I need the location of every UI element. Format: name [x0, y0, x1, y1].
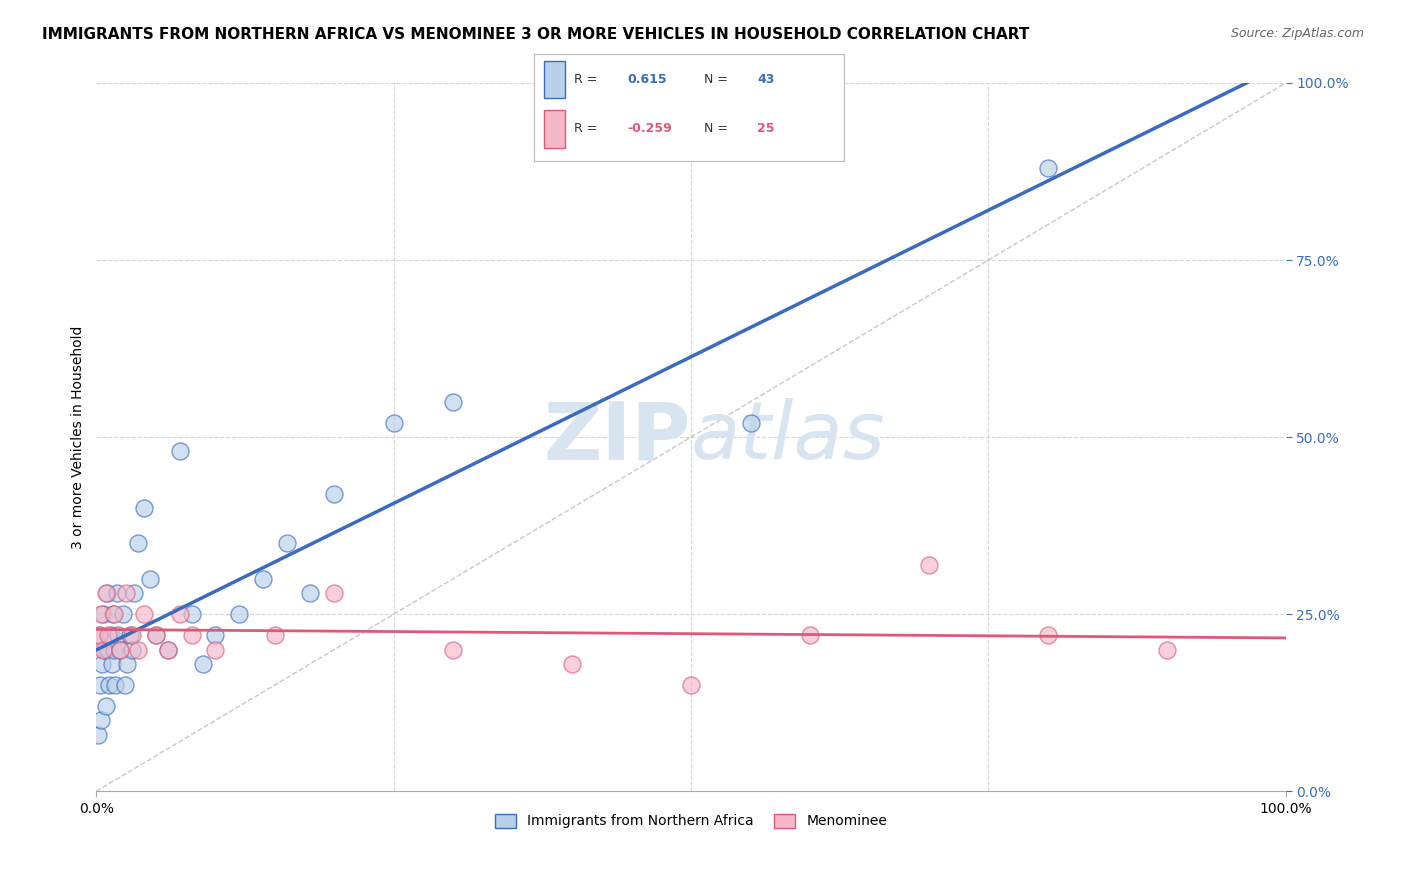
Point: [121, 628, 143, 642]
Point: [93, 607, 115, 622]
Point: [101, 607, 124, 622]
Point: [86, 728, 108, 742]
Point: [323, 586, 346, 600]
Point: [263, 628, 285, 642]
Point: [114, 678, 136, 692]
Point: [108, 642, 131, 657]
Point: [105, 586, 128, 600]
Point: [121, 642, 143, 657]
Point: [124, 586, 146, 600]
Point: [118, 628, 141, 642]
Point: [1036, 161, 1059, 175]
Point: [681, 678, 703, 692]
Point: [98, 678, 121, 692]
Point: [111, 607, 134, 622]
Point: [97, 642, 120, 657]
Text: ZIP: ZIP: [544, 398, 692, 476]
Text: 0.615: 0.615: [627, 73, 666, 87]
Legend: Immigrants from Northern Africa, Menominee: Immigrants from Northern Africa, Menomin…: [489, 808, 893, 834]
Point: [117, 657, 139, 671]
Text: N =: N =: [704, 122, 733, 136]
Point: [104, 678, 127, 692]
Point: [193, 657, 215, 671]
Point: [145, 628, 167, 642]
Point: [918, 558, 941, 572]
Point: [252, 572, 274, 586]
Text: Source: ZipAtlas.com: Source: ZipAtlas.com: [1230, 27, 1364, 40]
Text: IMMIGRANTS FROM NORTHERN AFRICA VS MENOMINEE 3 OR MORE VEHICLES IN HOUSEHOLD COR: IMMIGRANTS FROM NORTHERN AFRICA VS MENOM…: [42, 27, 1029, 42]
Point: [169, 607, 191, 622]
Point: [561, 657, 583, 671]
Point: [1156, 642, 1178, 657]
Point: [107, 628, 129, 642]
Text: -0.259: -0.259: [627, 122, 672, 136]
Point: [94, 699, 117, 714]
Point: [90, 607, 112, 622]
Text: atlas: atlas: [692, 398, 886, 476]
Point: [89, 678, 111, 692]
Text: R =: R =: [575, 122, 602, 136]
Point: [103, 642, 125, 657]
Point: [115, 586, 138, 600]
Point: [132, 500, 155, 515]
Point: [108, 642, 131, 657]
Point: [180, 628, 202, 642]
Point: [276, 536, 298, 550]
Text: R =: R =: [575, 73, 602, 87]
Point: [94, 586, 117, 600]
Point: [97, 628, 120, 642]
Point: [103, 607, 125, 622]
Point: [101, 657, 124, 671]
Point: [127, 536, 149, 550]
Point: [127, 642, 149, 657]
Point: [87, 628, 110, 642]
Point: [156, 642, 179, 657]
Text: 25: 25: [756, 122, 775, 136]
Point: [228, 607, 250, 622]
Point: [100, 628, 122, 642]
Point: [132, 607, 155, 622]
Text: N =: N =: [704, 73, 733, 87]
Point: [441, 394, 464, 409]
Bar: [544, 61, 565, 98]
Y-axis label: 3 or more Vehicles in Household: 3 or more Vehicles in Household: [72, 326, 86, 549]
Point: [156, 642, 179, 657]
Point: [169, 444, 191, 458]
Point: [441, 642, 464, 657]
Point: [93, 642, 115, 657]
Point: [145, 628, 167, 642]
Bar: [544, 111, 565, 148]
Point: [204, 628, 226, 642]
Point: [323, 487, 346, 501]
Point: [299, 586, 322, 600]
Point: [740, 416, 762, 430]
Point: [87, 628, 110, 642]
Point: [93, 642, 115, 657]
Point: [139, 572, 162, 586]
Point: [382, 416, 405, 430]
Point: [180, 607, 202, 622]
Text: 43: 43: [756, 73, 775, 87]
Point: [799, 628, 821, 642]
Point: [91, 657, 114, 671]
Point: [1036, 628, 1059, 642]
Point: [96, 586, 118, 600]
Point: [90, 714, 112, 728]
Point: [204, 642, 226, 657]
